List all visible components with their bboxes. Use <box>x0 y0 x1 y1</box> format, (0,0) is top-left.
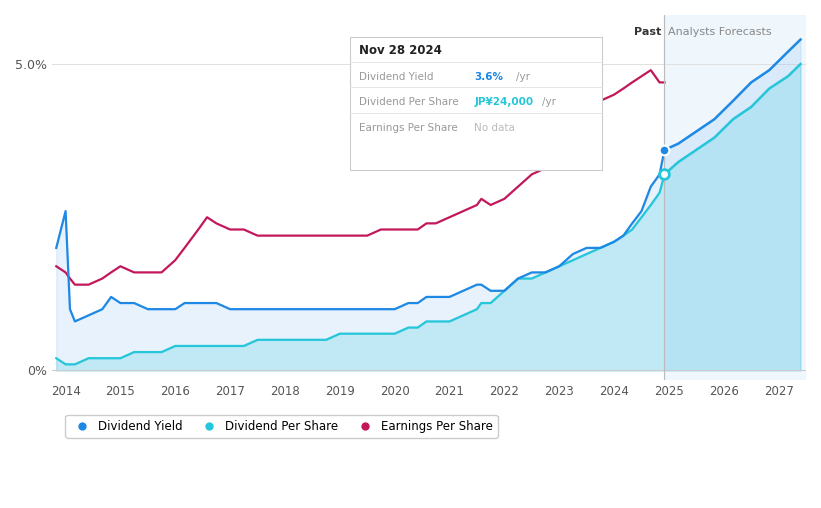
Text: JP¥24,000: JP¥24,000 <box>475 97 534 107</box>
Text: No data: No data <box>475 122 515 133</box>
Text: 3.6%: 3.6% <box>475 72 503 81</box>
Text: Earnings Per Share: Earnings Per Share <box>359 122 457 133</box>
Text: Nov 28 2024: Nov 28 2024 <box>359 44 442 57</box>
Bar <box>664 15 806 379</box>
FancyBboxPatch shape <box>350 37 603 170</box>
Legend: Dividend Yield, Dividend Per Share, Earnings Per Share: Dividend Yield, Dividend Per Share, Earn… <box>66 415 498 437</box>
Text: Analysts Forecasts: Analysts Forecasts <box>667 27 772 38</box>
Text: Dividend Yield: Dividend Yield <box>359 72 433 81</box>
Text: /yr: /yr <box>516 72 530 81</box>
Text: Past: Past <box>634 27 661 38</box>
Text: Dividend Per Share: Dividend Per Share <box>359 97 458 107</box>
Text: /yr: /yr <box>542 97 556 107</box>
